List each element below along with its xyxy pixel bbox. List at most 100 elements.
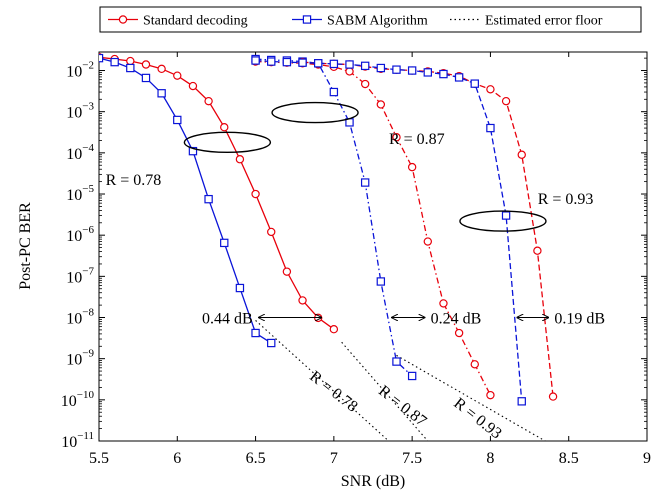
data-point (267, 338, 276, 348)
legend-entry: Estimated error floor (450, 14, 603, 29)
data-point (407, 371, 417, 381)
series-sabm-r0.93 (251, 56, 526, 406)
data-point (251, 56, 260, 65)
data-point (99, 53, 104, 63)
data-point (517, 397, 526, 406)
gap-label: 0.19 dB (554, 311, 605, 328)
y-tick-label: 10−8 (66, 307, 94, 328)
data-point (298, 58, 307, 67)
x-axis-label: SNR (dB) (341, 473, 405, 490)
rate-label: R = 0.78 (106, 172, 162, 189)
x-tick-label: 6.5 (246, 450, 266, 467)
series-standard-r0.93 (298, 57, 558, 401)
floor-rate-label: R = 0.93 (450, 395, 504, 443)
series-line (255, 60, 492, 396)
data-point (376, 277, 386, 286)
series-standard-r0.78 (99, 53, 339, 334)
legend-label: SABM Algorithm (327, 14, 428, 29)
group-ellipse (459, 210, 547, 232)
data-point (501, 211, 511, 220)
legend-marker (118, 15, 128, 24)
y-tick-label: 10−5 (66, 183, 94, 204)
data-point (360, 79, 370, 89)
legend-label: Estimated error floor (485, 14, 603, 29)
series-line (99, 56, 335, 330)
series-standard-r0.87 (251, 57, 495, 400)
data-point (282, 267, 292, 276)
error-floor-line (255, 320, 390, 442)
data-point (345, 60, 354, 69)
floor-rate-label: R = 0.87 (375, 382, 429, 430)
plot-frame (98, 51, 648, 442)
annotations: R = 0.78 R = 0.87 R = 0.93 R = 0.78 R = 0.87… (106, 101, 605, 443)
data-point (423, 237, 432, 246)
y-tick-label: 10−6 (66, 224, 94, 245)
data-point (314, 59, 323, 68)
error-floor-line (341, 341, 429, 442)
legend-entry: SABM Algorithm (292, 14, 428, 29)
data-point (126, 56, 135, 66)
data-point (157, 64, 166, 74)
series-line (99, 57, 272, 344)
data-point (173, 71, 182, 80)
series-line (302, 61, 554, 397)
data-point (329, 324, 339, 334)
x-tick-label: 6 (173, 450, 181, 467)
data-point (360, 178, 370, 187)
x-tick-label: 7 (330, 450, 338, 467)
data-point (501, 96, 511, 106)
data-point (110, 57, 119, 67)
data-point (298, 296, 307, 305)
data-point (486, 123, 495, 133)
y-axis-label: Post-PC BER (17, 202, 34, 290)
floor-rate-label: R = 0.78 (306, 368, 360, 416)
legend-box (99, 6, 642, 33)
y-tick-label: 10−3 (66, 101, 94, 122)
data-point (439, 69, 448, 79)
data-point (251, 189, 260, 199)
data-point (533, 246, 542, 255)
rate-label: R = 0.93 (538, 191, 594, 208)
y-tick-label: 10−11 (61, 430, 94, 451)
data-point (157, 89, 166, 98)
data-point (360, 61, 370, 71)
data-point (220, 238, 229, 248)
data-point (486, 85, 495, 94)
data-point (407, 162, 417, 172)
data-point (486, 390, 495, 400)
data-point (204, 96, 213, 106)
data-point (548, 392, 558, 401)
legend-label: Standard decoding (143, 14, 248, 29)
error-floor-lines (255, 320, 546, 442)
y-tick-label: 10−7 (66, 265, 94, 286)
legend: Standard decoding SABM Algorithm Estimated… (99, 6, 642, 33)
error-floor-line (396, 354, 546, 442)
group-ellipse (271, 101, 359, 124)
x-tick-label: 8 (486, 450, 494, 467)
data-point (220, 122, 229, 132)
data-point (392, 357, 401, 366)
series-line (255, 59, 523, 402)
gap-label: 0.44 dB (202, 311, 253, 328)
data-point (235, 283, 245, 293)
y-tick-label: 10−9 (66, 348, 94, 369)
data-point (376, 63, 386, 73)
data-point (204, 194, 213, 204)
data-point (517, 150, 526, 159)
data-point (267, 57, 276, 66)
data-point (173, 115, 182, 125)
data-point (454, 73, 464, 82)
ber-curves (99, 53, 558, 406)
data-point (141, 73, 151, 83)
legend-entry: Standard decoding (108, 14, 248, 29)
data-point (392, 65, 401, 74)
data-point (329, 59, 339, 69)
data-point (423, 68, 433, 77)
data-point (392, 133, 401, 142)
legend-marker (302, 15, 312, 24)
x-tick-label: 8.5 (559, 450, 579, 467)
y-tick-label: 10−2 (66, 60, 94, 81)
data-point (267, 227, 276, 237)
data-point (141, 60, 151, 69)
